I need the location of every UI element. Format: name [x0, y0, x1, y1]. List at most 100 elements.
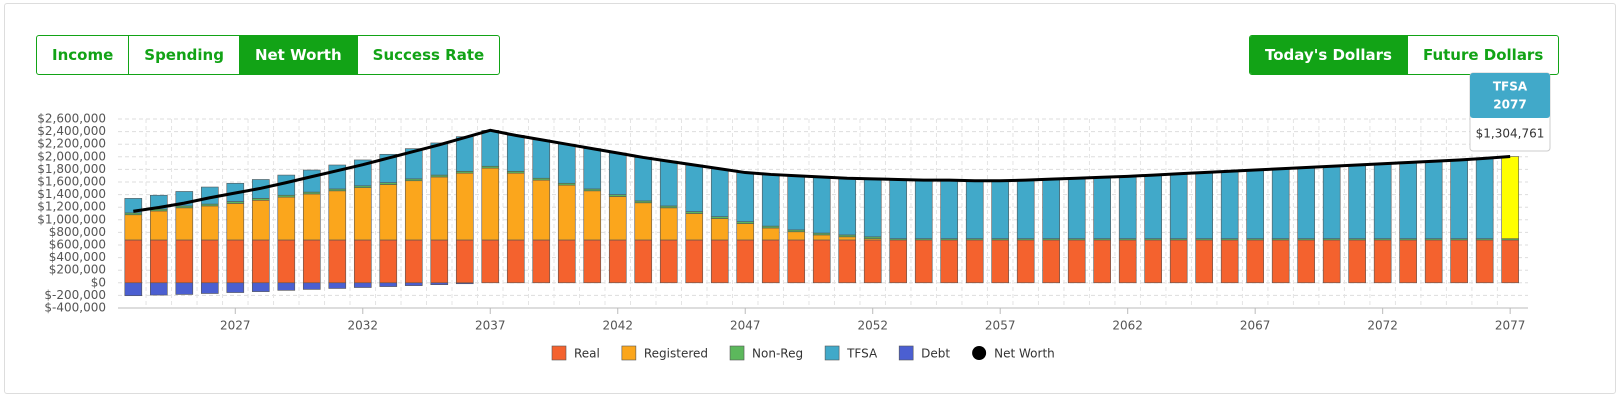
bar-segment: [889, 179, 908, 239]
bar-segment: [1399, 239, 1417, 284]
bar-segment: [1399, 162, 1417, 240]
y-tick-label: $0: [91, 275, 106, 289]
y-tick-label: $2,000,000: [37, 149, 106, 163]
bar-segment: [608, 239, 627, 284]
bar-segment: [1373, 163, 1392, 239]
bar-segment: [812, 234, 831, 241]
bar-segment: [1297, 239, 1315, 284]
y-tick-label: $-200,000: [44, 288, 106, 302]
bar-segment: [1424, 160, 1443, 240]
bar-segment: [761, 174, 780, 227]
bar-segment: [1246, 169, 1264, 239]
tab-button[interactable]: Success Rate: [356, 36, 500, 74]
bar-segment: [430, 142, 449, 176]
tab-button[interactable]: Net Worth: [238, 36, 357, 74]
dollar-buttons: Today's Dollars Future Dollars: [1249, 35, 1560, 75]
bar-segment: [583, 239, 602, 284]
bar-segment: [149, 239, 168, 284]
bar-segment: [1016, 239, 1035, 284]
legend-label: Net Worth: [994, 347, 1055, 361]
x-tick-label: 2072: [1367, 319, 1398, 333]
x-tick-label: 2047: [730, 319, 761, 333]
bar-segment: [328, 239, 347, 284]
bar-segment: [200, 205, 219, 241]
bar-segment: [379, 239, 398, 284]
bar-segment: [328, 282, 347, 289]
bar-segment: [328, 190, 347, 241]
tooltip-header: [1470, 73, 1550, 118]
tab-button[interactable]: Future Dollars: [1406, 36, 1558, 74]
bar-segment: [124, 214, 143, 241]
bar-segment: [685, 213, 704, 241]
bar-segment: [1348, 164, 1366, 240]
bar-segment: [251, 282, 270, 292]
bar-segment: [812, 239, 831, 284]
bar-segment: [1450, 159, 1468, 239]
net-worth-line: [133, 128, 1511, 213]
bar-segment: [608, 196, 627, 241]
bar-segment: [889, 239, 908, 284]
bar-segment: [736, 239, 755, 284]
y-tick-label: $1,200,000: [37, 200, 106, 214]
bar-segment: [634, 239, 653, 284]
bar-segment: [1246, 239, 1264, 284]
x-tick-label: 2052: [857, 319, 888, 333]
tooltip-value: $1,304,761: [1476, 127, 1545, 141]
bar-segment: [532, 139, 551, 179]
bar-segment: [1271, 239, 1290, 284]
y-tick-label: $1,800,000: [37, 162, 106, 176]
y-tick-label: $1,000,000: [37, 212, 106, 226]
bar-segment: [1450, 239, 1468, 284]
y-tick-label: $2,400,000: [37, 124, 106, 138]
bar-segment: [710, 218, 729, 241]
bar-segment: [251, 239, 270, 284]
bar-segment: [1093, 239, 1111, 284]
tooltip: TFSA 2077 $1,304,761: [1469, 72, 1551, 152]
bar-segment: [506, 172, 525, 241]
bar-segment: [1348, 239, 1366, 284]
bar-segment: [1501, 156, 1519, 240]
legend-swatch: [898, 345, 914, 361]
bar-segment: [1322, 165, 1341, 239]
bar-segment: [634, 202, 653, 241]
legend-swatch: [824, 345, 840, 361]
bar-segment: [608, 152, 627, 195]
bar-segment: [124, 282, 143, 297]
bar-segment: [379, 153, 398, 183]
bar-segment: [200, 282, 219, 294]
bar-segment: [124, 239, 143, 284]
tab-button[interactable]: Income: [52, 46, 114, 64]
bar-segment: [302, 282, 321, 290]
bar-segment: [1220, 239, 1239, 284]
bar-segment: [557, 143, 576, 184]
bar-segment: [1501, 239, 1519, 284]
bar-segment: [787, 231, 806, 241]
bar-segment: [1144, 239, 1162, 284]
bar-segment: [302, 193, 321, 241]
bar-segment: [736, 172, 755, 222]
bar-segment: [685, 164, 704, 212]
bar-segment: [200, 239, 219, 284]
bar-segment: [557, 184, 576, 241]
bar-segment: [659, 239, 678, 284]
x-tick-label: 2057: [985, 319, 1016, 333]
bar-segment: [455, 239, 474, 284]
bar-segment: [1475, 239, 1494, 284]
bar-segment: [838, 239, 857, 284]
bar-segment: [277, 282, 296, 291]
x-tick-label: 2037: [475, 319, 506, 333]
tab-button[interactable]: Spending: [128, 36, 239, 74]
bar-segment: [455, 136, 474, 172]
bar-segment: [1271, 168, 1290, 240]
y-tick-label: $2,600,000: [37, 112, 106, 126]
bar-segment: [149, 210, 168, 241]
bar-segment: [226, 239, 245, 284]
tab-button[interactable]: Today's Dollars: [1250, 36, 1407, 74]
bar-segment: [353, 187, 372, 241]
bar-segment: [251, 199, 270, 241]
legend-label: Registered: [644, 347, 708, 361]
bar-segment: [1016, 179, 1035, 240]
tooltip-title: TFSA: [1493, 80, 1528, 94]
bar-segment: [353, 239, 372, 284]
bar-segment: [1424, 239, 1443, 284]
